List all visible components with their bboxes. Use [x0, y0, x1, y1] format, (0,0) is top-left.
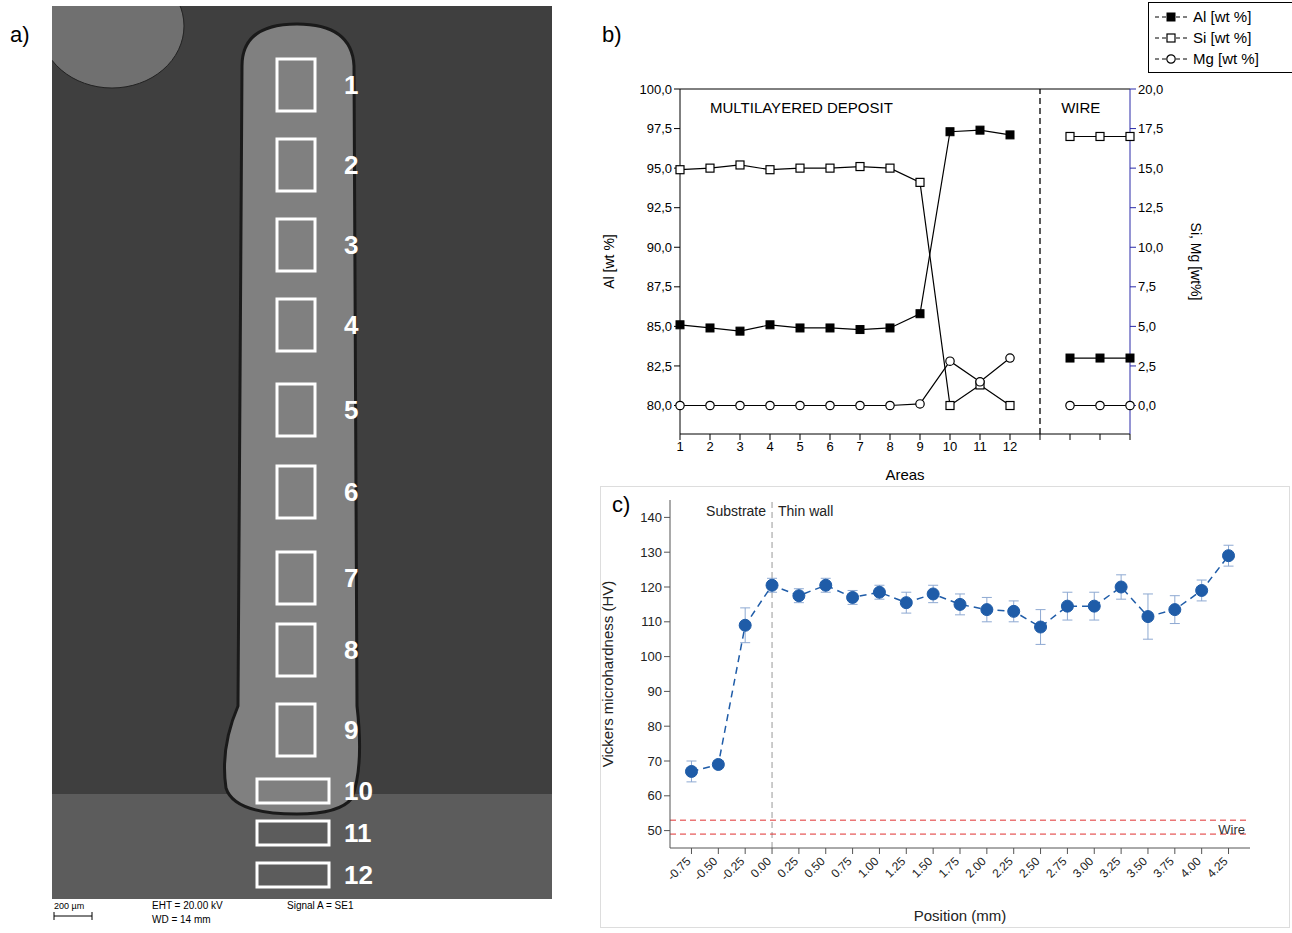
svg-text:0.25: 0.25 — [775, 854, 802, 881]
svg-text:7: 7 — [344, 563, 358, 593]
svg-text:4: 4 — [766, 439, 773, 454]
svg-text:100: 100 — [640, 649, 662, 664]
svg-text:140: 140 — [640, 510, 662, 525]
svg-text:Si, Mg [wt%]: Si, Mg [wt%] — [1188, 223, 1204, 301]
svg-text:1: 1 — [344, 70, 358, 100]
html-text:Mg [wt %]: Mg [wt %] — [1193, 50, 1259, 67]
svg-text:12: 12 — [1003, 439, 1017, 454]
svg-text:82,5: 82,5 — [647, 359, 672, 374]
svg-text:WD = 14 mm: WD = 14 mm — [152, 914, 211, 925]
svg-text:9: 9 — [916, 439, 923, 454]
svg-text:95,0: 95,0 — [647, 161, 672, 176]
svg-text:130: 130 — [640, 545, 662, 560]
svg-text:-0.75: -0.75 — [664, 854, 693, 883]
svg-text:10: 10 — [344, 776, 373, 806]
svg-text:6: 6 — [826, 439, 833, 454]
svg-text:4.00: 4.00 — [1177, 854, 1204, 881]
svg-text:5,0: 5,0 — [1138, 319, 1156, 334]
html-text:Al [wt %]: Al [wt %] — [1193, 8, 1252, 25]
svg-text:10,0: 10,0 — [1138, 240, 1163, 255]
svg-text:11: 11 — [344, 818, 372, 848]
svg-text:0,0: 0,0 — [1138, 398, 1156, 413]
svg-text:Wire: Wire — [1218, 822, 1245, 837]
svg-text:2,5: 2,5 — [1138, 359, 1156, 374]
svg-text:90,0: 90,0 — [647, 240, 672, 255]
svg-text:5: 5 — [344, 395, 358, 425]
svg-text:1: 1 — [676, 439, 683, 454]
svg-text:92,5: 92,5 — [647, 200, 672, 215]
svg-text:Position (mm): Position (mm) — [914, 907, 1007, 924]
svg-text:97,5: 97,5 — [647, 121, 672, 136]
html-text:Substrate: Substrate — [706, 503, 766, 519]
svg-text:1.50: 1.50 — [909, 854, 936, 881]
svg-text:9: 9 — [344, 715, 358, 745]
svg-text:60: 60 — [648, 788, 662, 803]
svg-text:0.00: 0.00 — [748, 854, 775, 881]
svg-text:5: 5 — [796, 439, 803, 454]
svg-text:Vickers microhardness (HV): Vickers microhardness (HV) — [600, 581, 616, 767]
svg-text:8: 8 — [886, 439, 893, 454]
svg-text:4.25: 4.25 — [1204, 854, 1231, 881]
svg-text:8: 8 — [344, 635, 358, 665]
svg-text:3.50: 3.50 — [1124, 854, 1151, 881]
svg-text:11: 11 — [973, 439, 987, 454]
svg-text:-0.25: -0.25 — [718, 854, 747, 883]
svg-text:3.25: 3.25 — [1097, 854, 1124, 881]
svg-text:20,0: 20,0 — [1138, 82, 1163, 97]
svg-text:-0.50: -0.50 — [691, 854, 720, 883]
svg-text:80,0: 80,0 — [647, 398, 672, 413]
svg-text:50: 50 — [648, 823, 662, 838]
html-text:a): a) — [10, 22, 30, 47]
svg-text:4: 4 — [344, 310, 359, 340]
html-text:b): b) — [602, 22, 622, 47]
svg-text:10: 10 — [943, 439, 957, 454]
svg-text:12: 12 — [344, 860, 373, 890]
svg-text:2.25: 2.25 — [989, 854, 1016, 881]
svg-text:120: 120 — [640, 580, 662, 595]
svg-text:2.75: 2.75 — [1043, 854, 1070, 881]
svg-text:2.50: 2.50 — [1016, 854, 1043, 881]
svg-text:6: 6 — [344, 477, 358, 507]
html-text:c): c) — [612, 492, 631, 517]
svg-text:3: 3 — [736, 439, 743, 454]
svg-text:Areas: Areas — [885, 466, 924, 483]
svg-text:3.75: 3.75 — [1151, 854, 1178, 881]
svg-text:100,0: 100,0 — [639, 82, 672, 97]
svg-text:EHT = 20.00 kV: EHT = 20.00 kV — [152, 900, 223, 911]
svg-text:12,5: 12,5 — [1138, 200, 1163, 215]
svg-text:7: 7 — [856, 439, 863, 454]
svg-text:110: 110 — [641, 614, 662, 629]
svg-text:80: 80 — [648, 719, 662, 734]
svg-text:1.25: 1.25 — [882, 854, 909, 881]
svg-text:90: 90 — [648, 684, 662, 699]
svg-text:0.75: 0.75 — [828, 854, 855, 881]
html-text:Si [wt %]: Si [wt %] — [1193, 29, 1252, 46]
html-text:MULTILAYERED DEPOSIT: MULTILAYERED DEPOSIT — [710, 99, 893, 116]
svg-text:70: 70 — [648, 754, 662, 769]
html-text:Thin wall: Thin wall — [778, 503, 834, 519]
svg-text:85,0: 85,0 — [647, 319, 672, 334]
svg-text:2.00: 2.00 — [963, 854, 990, 881]
svg-text:2: 2 — [706, 439, 713, 454]
svg-text:3.00: 3.00 — [1070, 854, 1097, 881]
svg-text:2: 2 — [344, 150, 358, 180]
svg-text:3: 3 — [344, 230, 358, 260]
svg-text:7,5: 7,5 — [1138, 279, 1156, 294]
svg-text:1.75: 1.75 — [936, 854, 963, 881]
svg-text:Signal A = SE1: Signal A = SE1 — [287, 900, 354, 911]
svg-text:15,0: 15,0 — [1138, 161, 1163, 176]
svg-text:0.50: 0.50 — [801, 854, 828, 881]
svg-text:1.00: 1.00 — [855, 854, 882, 881]
svg-text:Al [wt %]: Al [wt %] — [601, 234, 617, 288]
svg-text:17,5: 17,5 — [1138, 121, 1163, 136]
html-text:WIRE: WIRE — [1061, 99, 1101, 116]
svg-text:87,5: 87,5 — [647, 279, 672, 294]
svg-text:200 µm: 200 µm — [54, 901, 84, 911]
